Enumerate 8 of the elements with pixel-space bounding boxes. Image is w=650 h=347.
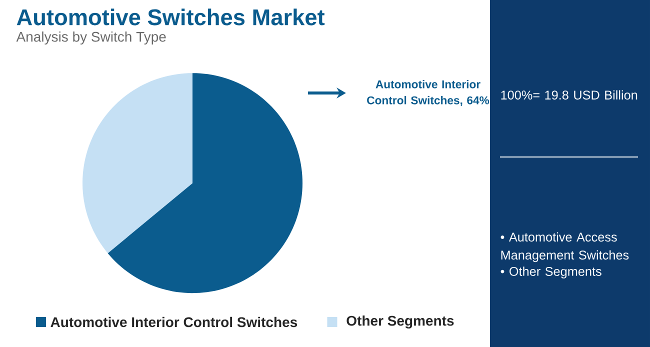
legend-label: Automotive Interior Control Switches bbox=[50, 316, 298, 328]
text: • Automotive Access Management Switches bbox=[500, 232, 629, 262]
text: • Other Segments bbox=[500, 266, 602, 278]
data-label: Automotive Interior Control Switches, 64% bbox=[367, 80, 490, 106]
chart-subtitle: Analysis by Switch Type bbox=[16, 31, 166, 45]
chart-title: Automotive Switches Market bbox=[16, 8, 325, 26]
legend-label: Other Segments bbox=[346, 315, 454, 329]
text: 100%= 19.8 USD Billion bbox=[501, 90, 638, 100]
